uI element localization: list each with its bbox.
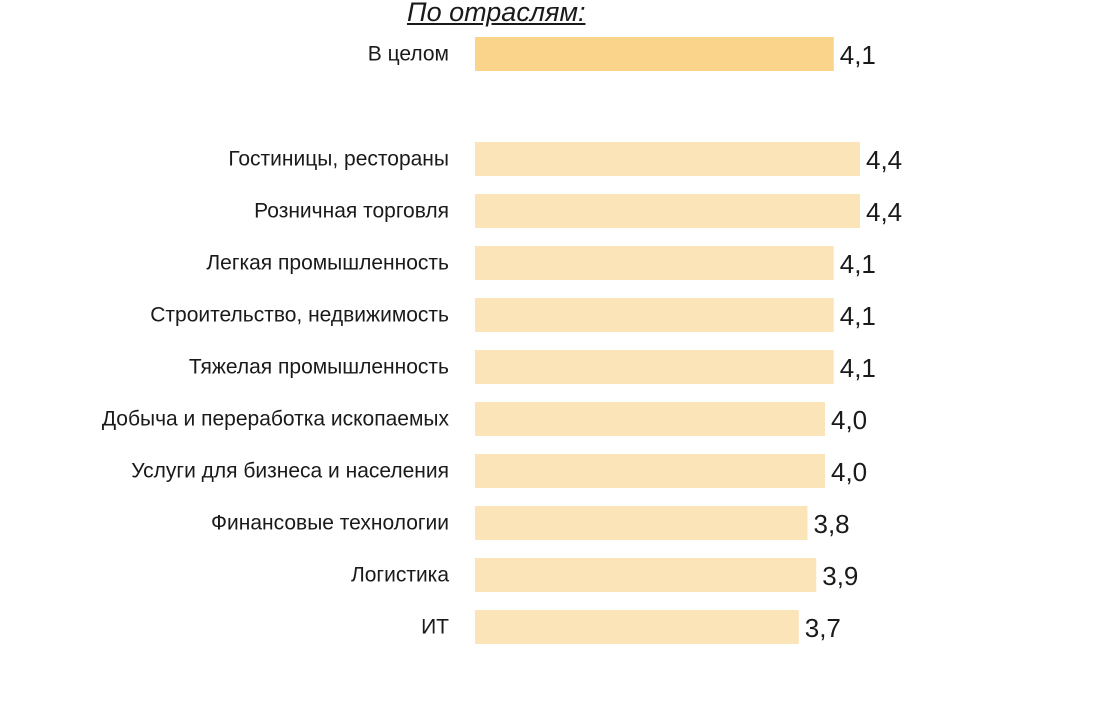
category-label-row-10: ИТ bbox=[421, 616, 449, 639]
value-label-row-9: 3,9 bbox=[822, 561, 858, 591]
category-label-row-5: Тяжелая промышленность bbox=[189, 356, 449, 379]
bar-row-10 bbox=[475, 610, 799, 644]
bar-row-2 bbox=[475, 194, 860, 228]
bar-row-4 bbox=[475, 298, 834, 332]
category-label-row-2: Розничная торговля bbox=[254, 200, 449, 223]
value-label-row-10: 3,7 bbox=[805, 613, 841, 643]
category-label-row-9: Логистика bbox=[351, 564, 449, 587]
value-label-overall: 4,1 bbox=[840, 40, 876, 70]
value-label-row-2: 4,4 bbox=[866, 197, 902, 227]
category-label-overall: В целом bbox=[368, 43, 449, 66]
labels-layer: В целом 4,1 Гостиницы, рестораны 4,4 Розничн… bbox=[102, 40, 902, 643]
bar-overall bbox=[475, 37, 834, 71]
value-label-row-3: 4,1 bbox=[840, 249, 876, 279]
category-label-row-3: Легкая промышленность bbox=[206, 252, 449, 275]
category-label-row-8: Финансовые технологии bbox=[211, 512, 449, 535]
bars-layer bbox=[475, 37, 860, 644]
value-label-row-5: 4,1 bbox=[840, 353, 876, 383]
category-label-row-4: Строительство, недвижимость bbox=[150, 304, 449, 327]
category-label-row-7: Услуги для бизнеса и населения bbox=[131, 460, 449, 483]
bar-row-3 bbox=[475, 246, 834, 280]
bar-row-1 bbox=[475, 142, 860, 176]
chart-title: По отраслям: bbox=[407, 0, 586, 27]
bar-row-5 bbox=[475, 350, 834, 384]
value-label-row-8: 3,8 bbox=[814, 509, 850, 539]
value-label-row-6: 4,0 bbox=[831, 405, 867, 435]
value-label-row-1: 4,4 bbox=[866, 145, 902, 175]
bar-row-9 bbox=[475, 558, 817, 592]
category-label-row-1: Гостиницы, рестораны bbox=[228, 148, 449, 171]
bar-row-7 bbox=[475, 454, 825, 488]
bar-row-8 bbox=[475, 506, 808, 540]
value-label-row-4: 4,1 bbox=[840, 301, 876, 331]
bar-row-6 bbox=[475, 402, 825, 436]
value-label-row-7: 4,0 bbox=[831, 457, 867, 487]
category-label-row-6: Добыча и переработка ископаемых bbox=[102, 408, 450, 431]
